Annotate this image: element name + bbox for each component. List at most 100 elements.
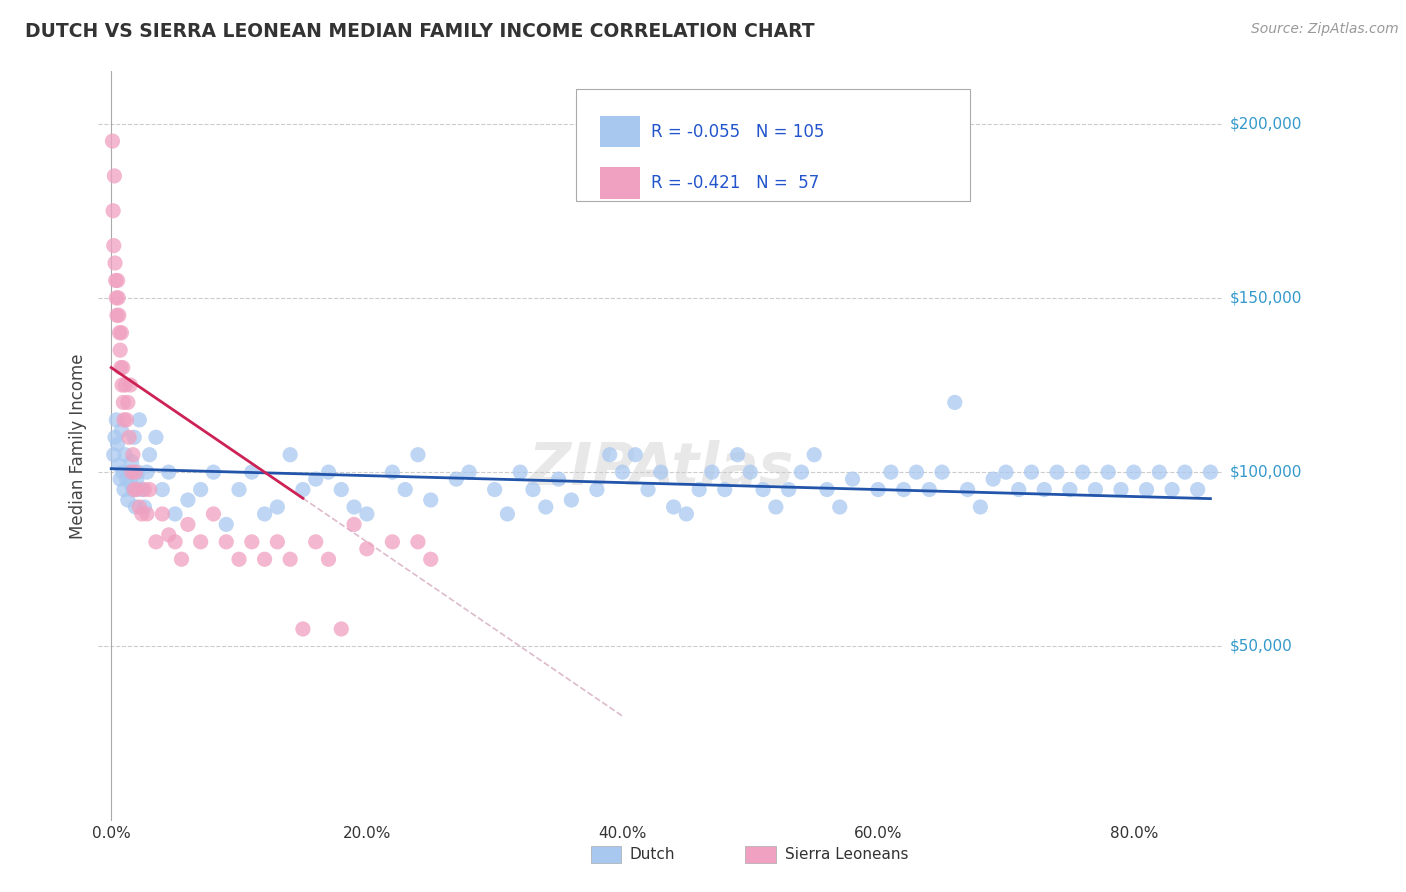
Point [111,360,134,375]
Point [868,483,890,497]
Text: ZIPAtlas: ZIPAtlas [529,440,793,497]
Point [105,413,128,427]
Point [125,472,148,486]
Point [134,483,156,497]
Point [1122,465,1144,479]
Point [108,472,131,486]
Point [228,483,250,497]
Point [111,378,134,392]
Point [637,483,659,497]
Point [190,534,212,549]
Point [112,413,135,427]
Point [104,430,127,444]
Point [765,500,787,514]
Point [599,448,621,462]
Point [117,395,139,409]
Point [931,465,953,479]
Point [586,483,609,497]
Point [122,483,145,497]
Point [105,291,128,305]
Point [266,500,288,514]
Point [108,343,131,358]
Point [124,500,146,514]
Point [1187,483,1209,497]
Point [1097,465,1119,479]
Point [803,448,825,462]
Point [115,413,138,427]
Point [815,483,838,497]
Point [118,465,141,479]
Point [318,465,340,479]
Point [547,472,569,486]
Point [108,326,131,340]
Point [150,483,173,497]
Point [114,378,136,392]
Point [165,507,187,521]
Point [114,448,136,462]
Point [177,493,200,508]
Point [103,448,125,462]
Point [458,465,481,479]
Point [727,448,749,462]
Point [107,437,129,451]
Point [969,500,991,514]
Point [688,483,710,497]
Point [496,507,519,521]
Point [266,534,288,549]
Point [278,448,301,462]
Point [522,483,544,497]
Point [624,448,647,462]
Point [138,483,160,497]
Point [124,465,146,479]
Text: Dutch: Dutch [630,847,675,862]
Point [330,622,353,636]
Point [253,507,276,521]
Point [150,507,173,521]
Point [1021,465,1043,479]
Point [381,465,404,479]
Text: Source: ZipAtlas.com: Source: ZipAtlas.com [1251,22,1399,37]
Point [134,500,156,514]
Point [446,472,468,486]
Point [101,203,124,218]
Point [778,483,800,497]
Point [157,465,180,479]
Point [157,528,180,542]
Point [394,483,416,497]
Point [128,413,150,427]
Point [190,483,212,497]
Text: $150,000: $150,000 [1230,291,1302,305]
Point [1033,483,1056,497]
Text: $100,000: $100,000 [1230,465,1302,480]
Point [305,472,328,486]
Point [165,534,187,549]
Point [107,291,129,305]
Point [104,256,127,270]
Point [560,493,582,508]
Point [330,483,353,497]
Point [177,517,200,532]
Point [111,465,134,479]
Point [131,507,153,521]
Point [108,458,131,472]
Point [110,423,132,437]
Point [1135,483,1157,497]
Text: DUTCH VS SIERRA LEONEAN MEDIAN FAMILY INCOME CORRELATION CHART: DUTCH VS SIERRA LEONEAN MEDIAN FAMILY IN… [25,22,815,41]
Point [918,483,941,497]
Point [112,483,135,497]
Point [104,273,127,287]
Text: Sierra Leoneans: Sierra Leoneans [785,847,908,862]
Point [305,534,328,549]
Point [105,308,128,322]
Point [1161,483,1184,497]
Point [905,465,928,479]
Point [122,483,145,497]
Point [127,465,149,479]
Point [1199,465,1222,479]
Text: R = -0.421   N =  57: R = -0.421 N = 57 [651,175,820,193]
Point [484,483,506,497]
Point [291,622,314,636]
Point [1008,483,1031,497]
Point [612,465,634,479]
Point [110,360,132,375]
